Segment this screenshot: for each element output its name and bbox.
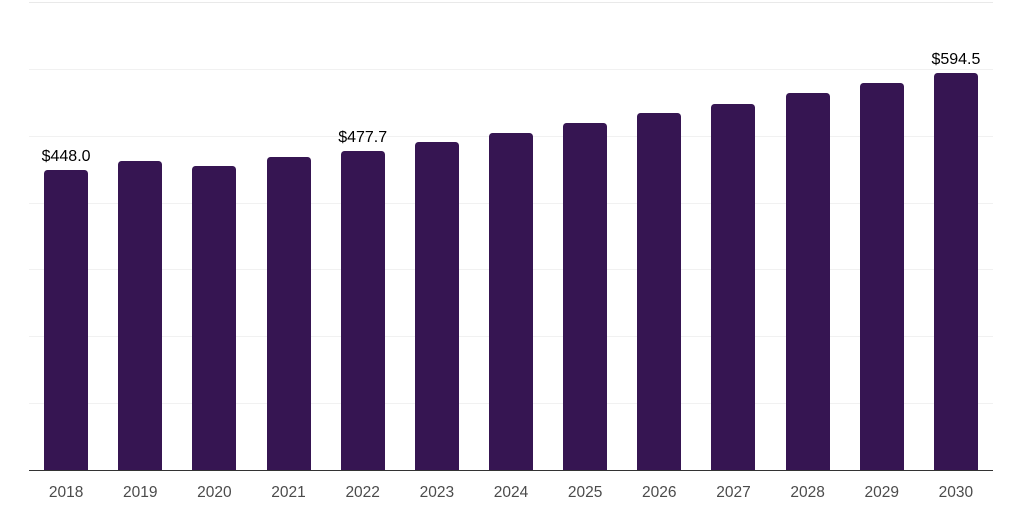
band-2027	[696, 2, 770, 470]
band-2026	[622, 2, 696, 470]
x-tick-2029: 2029	[864, 484, 899, 501]
x-tick-2022: 2022	[345, 484, 380, 501]
x-tick-2030: 2030	[938, 484, 974, 501]
band-2029	[845, 2, 919, 470]
gridline-700	[29, 2, 993, 3]
x-tick-2019: 2019	[122, 484, 158, 501]
bar-2018	[44, 170, 89, 470]
band-2030: $594.5	[919, 2, 993, 470]
bar-2022	[340, 150, 385, 470]
value-label-2018: $448.0	[41, 148, 91, 166]
bar-2029	[859, 82, 904, 470]
x-tick-2018: 2018	[48, 484, 84, 501]
bar-2024	[488, 132, 533, 470]
x-tick-2024: 2024	[493, 484, 529, 501]
bar-2028	[785, 93, 830, 470]
plot-area: $448.0 $477.7 $594.5	[29, 2, 993, 471]
bar-2023	[414, 141, 459, 470]
x-tick-2027: 2027	[716, 484, 751, 501]
value-label-2022: $477.7	[338, 128, 388, 146]
band-2019	[103, 2, 177, 470]
band-2018: $448.0	[29, 2, 103, 470]
x-tick-2025: 2025	[567, 484, 603, 501]
bar-2030	[933, 72, 978, 470]
band-2022: $477.7	[326, 2, 400, 470]
value-label-2030: $594.5	[931, 50, 981, 68]
gridline-600	[29, 68, 993, 70]
x-axis: 2018 2019 2020 2021 2022 2023 2024 2025 2026 2027…	[29, 483, 993, 505]
band-2021	[251, 2, 325, 470]
bar-2019	[118, 161, 163, 470]
x-tick-2021: 2021	[271, 484, 306, 501]
band-2023	[400, 2, 474, 470]
bar-2025	[563, 123, 608, 470]
band-2020	[177, 2, 251, 470]
bar-2026	[637, 113, 682, 470]
band-2028	[771, 2, 845, 470]
band-2025	[548, 2, 622, 470]
bar-2020	[192, 165, 237, 470]
bar-2021	[266, 157, 311, 470]
x-tick-2028: 2028	[790, 484, 825, 501]
band-2024	[474, 2, 548, 470]
x-tick-2020: 2020	[197, 484, 232, 501]
x-tick-2026: 2026	[642, 484, 677, 501]
bar-2027	[711, 103, 756, 470]
x-tick-2023: 2023	[419, 484, 455, 501]
